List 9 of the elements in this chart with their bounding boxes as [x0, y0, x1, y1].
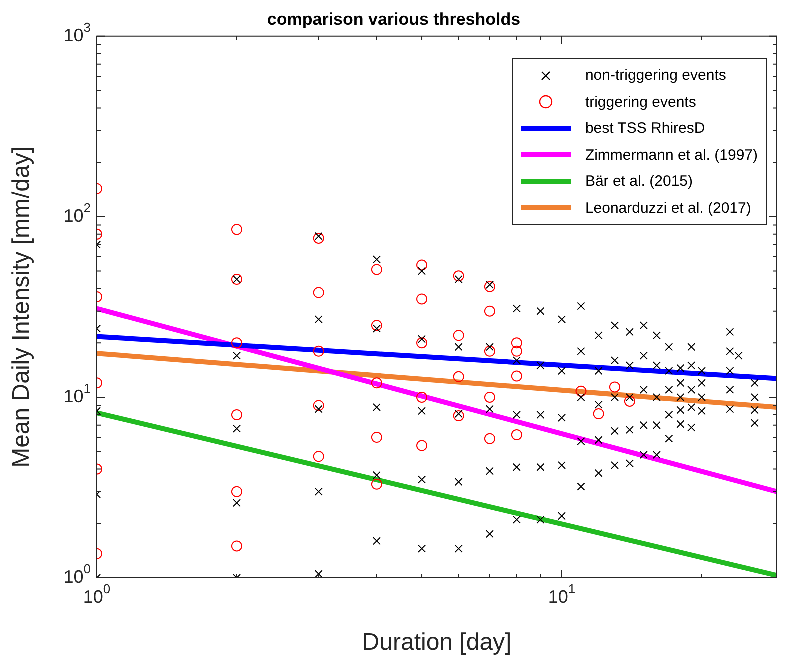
y-axis-title: Mean Daily Intensity [mm/day] [8, 146, 36, 468]
legend-label: triggering events [585, 94, 696, 111]
legend-label: Bär et al. (2015) [585, 173, 693, 190]
legend-label: Leonarduzzi et al. (2017) [585, 200, 752, 217]
legend-label: non-triggering events [585, 67, 726, 84]
chart-title: comparison various thresholds [267, 10, 521, 29]
x-axis-title: Duration [day] [362, 629, 512, 656]
legend-label: Zimmermann et al. (1997) [585, 146, 758, 164]
legend-label: best TSS RhiresD [585, 120, 706, 138]
